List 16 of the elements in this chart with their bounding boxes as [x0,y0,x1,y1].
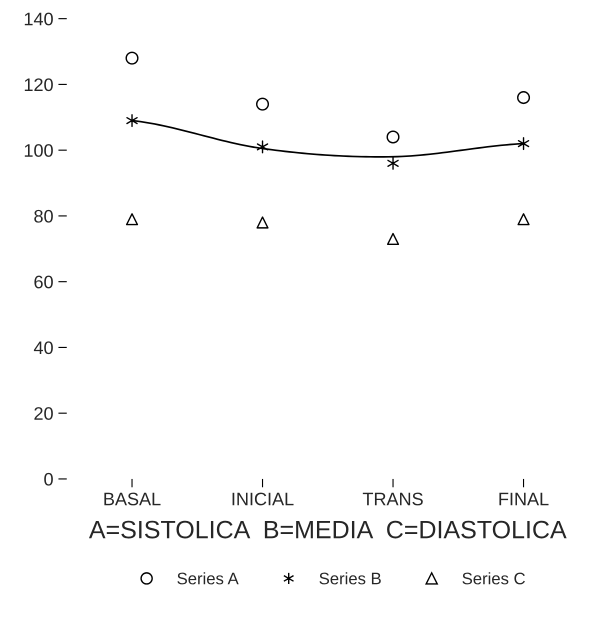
legend-label: Series C [462,572,525,584]
y-tick-label: 0 [44,472,53,486]
legend-label: Series A [177,572,239,584]
y-tick-label: 40 [34,341,53,354]
x-axis-title: A=SISTOLICA B=MEDIA C=DIASTOLICA [88,520,567,538]
legend-label: Series B [319,572,381,584]
y-tick-label: 20 [34,407,53,420]
y-tick-label: 120 [24,78,53,92]
y-tick-label: 80 [34,210,53,223]
x-tick-label: BASAL [104,492,161,506]
y-tick-label: 140 [24,12,53,26]
x-tick-label: INICIAL [232,492,294,506]
y-tick-label: 100 [24,144,53,157]
x-tick-label: TRANS [362,492,423,506]
y-tick-label: 60 [34,276,53,288]
x-tick-label: FINAL [499,492,549,506]
